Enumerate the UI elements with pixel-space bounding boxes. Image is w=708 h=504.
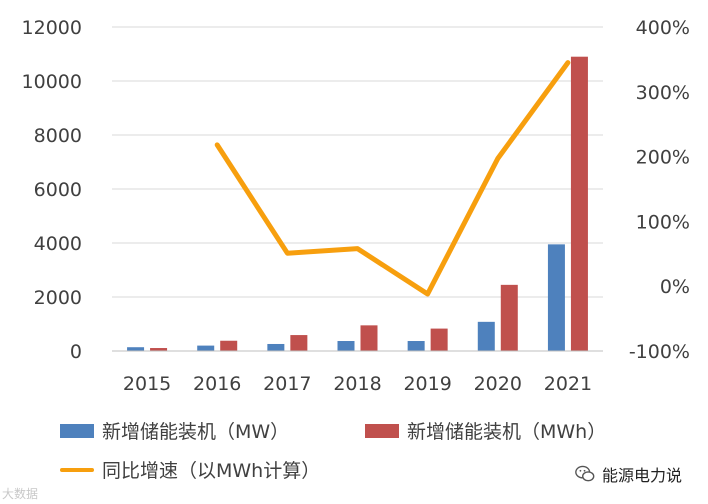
wechat-icon — [575, 465, 595, 482]
bar-mw — [197, 345, 215, 351]
watermark: 能源电力说 — [574, 462, 682, 486]
grid-layer — [112, 26, 603, 298]
bar-mwh — [570, 56, 588, 351]
x-tick-label: 2021 — [544, 373, 592, 395]
bar-mwh — [150, 348, 168, 351]
legend-item-mwh: 新增储能装机（MWh） — [365, 417, 606, 444]
legend-swatch-growth — [60, 467, 94, 472]
y-tick-label: 2000 — [34, 287, 82, 309]
bar-mwh — [290, 335, 308, 351]
y2-tick-label: -100% — [629, 341, 690, 363]
y-tick-label: 4000 — [34, 233, 82, 255]
legend-swatch-mwh — [365, 423, 399, 438]
bar-mw — [407, 341, 425, 351]
bar-mw — [477, 321, 495, 351]
bar-mwh — [430, 328, 448, 351]
legend-item-mw: 新增储能装机（MW） — [60, 417, 289, 444]
watermark-text: 能源电力说 — [602, 466, 683, 485]
legend-swatch-mw — [60, 423, 94, 438]
x-tick-label: 2019 — [403, 373, 451, 395]
x-tick-label: 2020 — [474, 373, 522, 395]
x-tick-label: 2018 — [333, 373, 381, 395]
y2-tick-label: 300% — [636, 82, 690, 104]
legend-item-growth: 同比增速（以MWh计算） — [60, 456, 320, 483]
y2-tick-label: 0% — [660, 276, 690, 298]
corner-logo: 大数据 — [2, 487, 39, 501]
y-tick-label: 6000 — [34, 179, 82, 201]
legend-label-growth: 同比增速（以MWh计算） — [102, 460, 321, 482]
bar-mwh — [360, 325, 378, 351]
bar-mw — [337, 341, 355, 351]
y-tick-label: 0 — [70, 341, 82, 363]
y-tick-label: 8000 — [34, 125, 82, 147]
bar-mw — [547, 244, 565, 351]
y2-tick-label: 400% — [636, 17, 690, 39]
bar-mwh — [220, 340, 238, 351]
line-layer — [214, 60, 571, 297]
legend-label-mw: 新增储能装机（MW） — [102, 421, 290, 443]
x-tick-label: 2017 — [263, 373, 311, 395]
bar-mw — [127, 347, 145, 351]
bar-mw — [267, 343, 285, 351]
y2-tick-label: 100% — [636, 211, 690, 233]
axis-layer: 0 2000 4000 6000 8000 10000 12000 -100% 0% 100% 20… — [22, 17, 690, 395]
bar-layer — [127, 56, 588, 351]
growth-line — [214, 60, 571, 297]
bar-mwh — [500, 284, 518, 351]
y-tick-label: 12000 — [22, 17, 82, 39]
x-tick-label: 2016 — [193, 373, 241, 395]
y-tick-label: 10000 — [22, 71, 82, 93]
x-tick-label: 2015 — [123, 373, 171, 395]
y2-tick-label: 200% — [636, 147, 690, 169]
legend-label-mwh: 新增储能装机（MWh） — [407, 421, 607, 443]
